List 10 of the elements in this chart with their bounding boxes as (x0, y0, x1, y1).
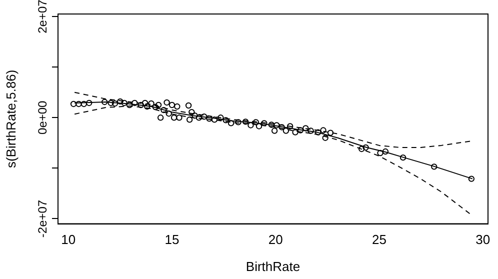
y-axis-title: s(BirthRate,5.86) (3, 70, 18, 168)
y-tick-label: -2e+07 (35, 200, 50, 238)
y-tick-label: 2e+07 (35, 0, 50, 34)
x-tick-label: 10 (61, 232, 76, 248)
x-tick-label: 30 (476, 232, 490, 248)
x-axis-title: BirthRate (246, 258, 300, 274)
x-tick-label: 20 (268, 232, 283, 248)
x-tick-label: 25 (372, 232, 386, 248)
x-tick-label: 15 (164, 232, 180, 248)
y-tick-label: 0e+00 (35, 100, 50, 134)
